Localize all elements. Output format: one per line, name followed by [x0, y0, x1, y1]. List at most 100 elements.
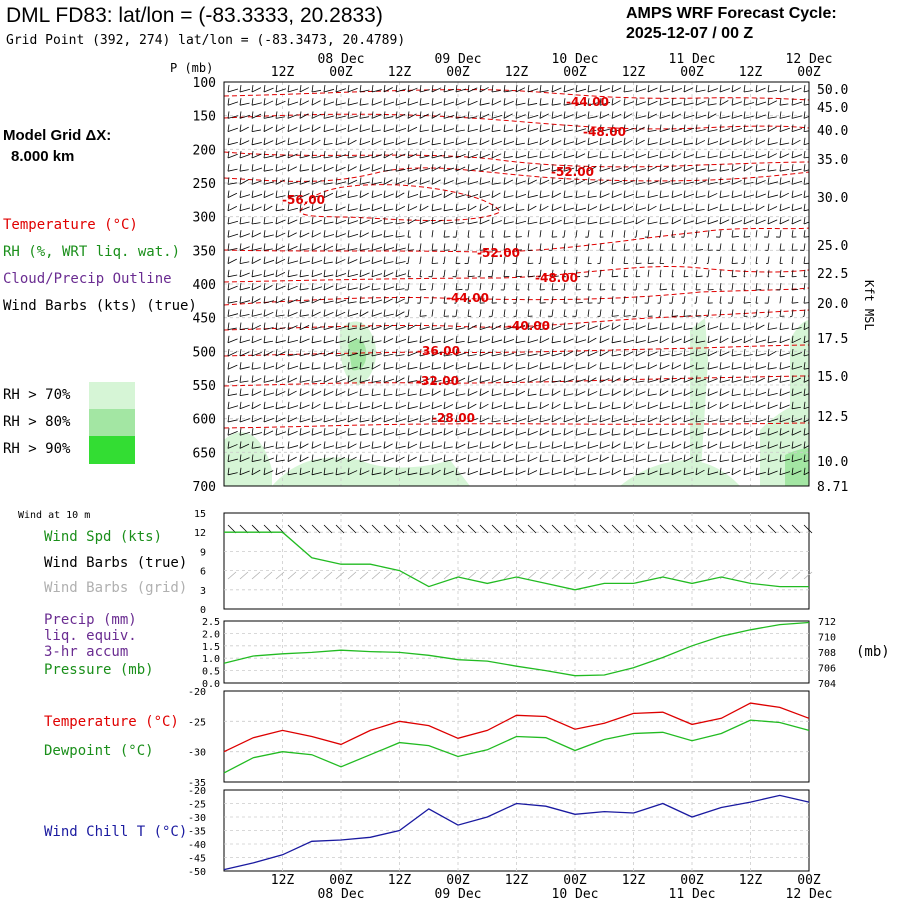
wind-barb-flag	[599, 322, 602, 330]
wind-barb-flag	[407, 230, 410, 238]
wind-barb	[395, 101, 407, 106]
wind-barb-flag	[251, 401, 254, 409]
wind-barb	[695, 352, 707, 357]
wind-barb	[263, 234, 274, 238]
wind-barb-flag	[503, 322, 506, 330]
dewpoint-line	[223, 719, 810, 774]
wind-barb	[695, 404, 706, 410]
wind-barb-flag	[563, 190, 566, 198]
date-tick-top: 09 Dec	[435, 52, 482, 67]
wind-barb-flag	[407, 150, 410, 159]
wind-barb-flag	[635, 414, 638, 423]
wind-barb-flag	[575, 111, 578, 119]
wind-barb-flag	[251, 150, 254, 159]
wind-barb-flag	[263, 190, 266, 198]
wind-barb-flag	[479, 441, 482, 449]
height-tick: 40.0	[817, 124, 848, 139]
wind-barb-flag	[587, 401, 590, 409]
wind-barb	[551, 206, 562, 212]
wind-barb-flag	[683, 98, 686, 106]
wind-barb	[335, 326, 347, 330]
wind-barb-flag	[335, 401, 338, 409]
wind-barb-flag	[239, 348, 242, 357]
wind-barb-flag	[455, 150, 458, 159]
wind-barb-flag	[263, 362, 266, 370]
wind-barb	[443, 420, 453, 423]
wind-barb-flag	[383, 269, 386, 277]
surface-barb-grid	[719, 571, 729, 580]
wind-barb-flag	[659, 137, 662, 145]
wind-barb	[503, 430, 514, 436]
wind-barb-flag	[707, 375, 710, 383]
wind-barb-flag	[611, 124, 614, 132]
wind-barb	[299, 288, 309, 291]
precip-tick: 0.0	[202, 679, 220, 690]
wind-barb-flag	[395, 309, 398, 317]
wind-barb-flag	[515, 454, 518, 462]
pressure-tick: 350	[193, 244, 216, 259]
wind-barb	[491, 378, 502, 383]
wind-barb-flag	[491, 309, 494, 317]
wind-barb	[395, 365, 407, 370]
wind-barb-flag	[755, 256, 758, 264]
temperature-contour	[224, 266, 809, 283]
wind-barb-flag	[563, 441, 566, 449]
wind-barb-flag	[287, 335, 290, 343]
wind-barb-flag	[623, 454, 626, 462]
wind-barb	[707, 391, 718, 396]
wind-barb-flag	[239, 401, 242, 409]
wind-barb	[623, 139, 633, 146]
wind-barb-flag	[263, 454, 266, 462]
wind-barb	[239, 431, 251, 436]
wind-barb-flag	[311, 414, 314, 423]
wind-barb-flag	[719, 243, 722, 251]
wind-barb-flag	[623, 401, 626, 409]
wind-barb	[779, 327, 789, 330]
wind-barb	[791, 101, 803, 106]
wind-barb-flag	[767, 414, 770, 423]
wind-barb	[515, 193, 527, 198]
wind-barb-flag	[263, 296, 266, 304]
wind-barb	[743, 354, 753, 357]
wind-barb	[239, 287, 250, 291]
wind-barb	[359, 232, 369, 238]
wind-barb-flag	[683, 441, 686, 449]
wind-barb-flag	[323, 428, 326, 436]
wind-barb	[635, 391, 646, 396]
wind-barb	[683, 315, 691, 317]
surface-barb-grid	[287, 571, 297, 580]
wind-barb-flag	[731, 454, 734, 462]
wind-barb	[647, 100, 658, 106]
wind-barb-flag	[563, 216, 566, 225]
wind-barb-flag	[335, 454, 338, 462]
wind-barb-flag	[515, 111, 518, 119]
wind-barb	[239, 470, 250, 476]
wind-barb-flag	[479, 256, 482, 264]
wind-barb-flag	[335, 296, 338, 304]
wind-barb-flag	[407, 296, 410, 304]
wind-barb-flag	[563, 111, 566, 119]
legend-wind-barbs-true: Wind Barbs (true)	[44, 555, 188, 571]
temperature-line	[223, 702, 810, 753]
wind-barb-flag	[695, 190, 698, 198]
wind-barb-flag	[359, 124, 362, 132]
wind-barb	[647, 327, 658, 330]
wind-barb-flag	[371, 282, 374, 291]
wind-barb	[551, 219, 562, 225]
wind-barb	[239, 169, 249, 172]
wind-barb-flag	[551, 348, 554, 357]
wind-barb-flag	[311, 388, 314, 396]
wind-barb-flag	[575, 428, 578, 436]
wind-barb	[323, 339, 334, 344]
wind-barb-flag	[671, 124, 674, 132]
wind-barb-flag	[311, 322, 314, 330]
wind-barb	[323, 88, 335, 93]
wind-barb-flag	[347, 375, 350, 383]
temp-tick: -25	[188, 717, 206, 728]
wind-barb-flag	[731, 150, 734, 159]
wind-barb	[383, 313, 394, 317]
wind-barb	[695, 168, 706, 172]
wind-barb	[647, 339, 659, 344]
wind-barb	[635, 115, 646, 119]
wind-barb-flag	[467, 441, 470, 449]
